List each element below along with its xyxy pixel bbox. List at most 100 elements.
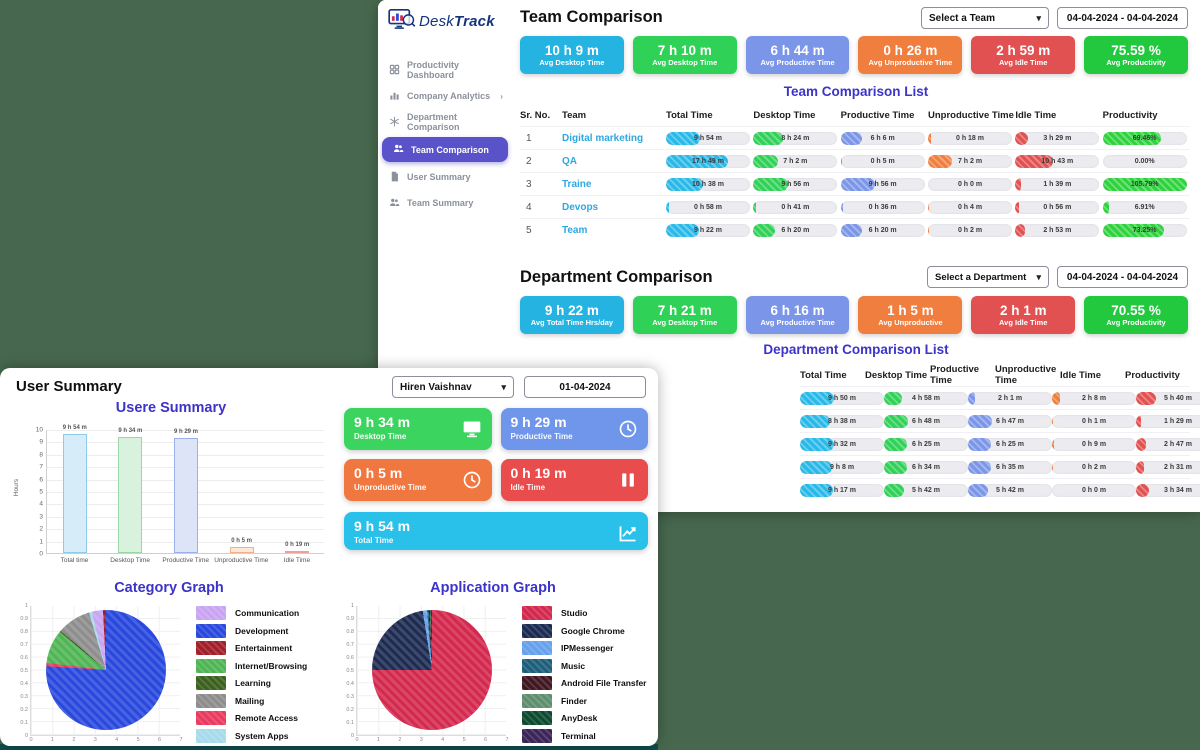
sidebar-item-team-summary[interactable]: Team Summary: [378, 190, 512, 216]
bar-value-label: 0 h 19 m: [285, 541, 310, 548]
team-name-link[interactable]: Traine: [562, 178, 592, 190]
stat-card-label: Avg Desktop Time: [652, 317, 718, 327]
pie-y-tick: 0.6: [20, 655, 28, 661]
pill-fill: [968, 414, 992, 428]
pill-value: 7 h 2 m: [957, 157, 983, 165]
legend-swatch: [522, 606, 552, 620]
team-name-link[interactable]: Devops: [562, 201, 599, 213]
pill-value: 8 h 24 m: [781, 134, 810, 142]
user-select[interactable]: Hiren Vaishnav ▾: [392, 376, 514, 398]
legend-swatch: [196, 676, 226, 690]
window-bottom-strip: [0, 744, 658, 750]
y-tick-label: 8: [39, 451, 43, 459]
legend-item: System Apps: [196, 728, 307, 743]
column-header: Productive Time: [930, 364, 980, 386]
pill-fill: [753, 223, 776, 237]
pill-value: 6 h 6 m: [870, 134, 895, 142]
progress-pill: 6 h 6 m: [840, 131, 925, 145]
legend-item: Music: [522, 658, 647, 673]
progress-pill: 2 h 47 m: [1136, 437, 1200, 451]
user-bar-chart: Usere Summary Hours 0 1 2 3 4 5 6 7 8 9 10 9 h 54 m…: [6, 400, 336, 576]
x-tick-label: Idle Time: [283, 557, 311, 564]
sidebar-item-team-comparison[interactable]: Team Comparison: [382, 137, 508, 162]
progress-pill: 9 h 54 m: [666, 131, 750, 145]
stat-card-label: Avg Productive Time: [760, 57, 835, 67]
pill-fill: [884, 437, 907, 451]
legend-swatch: [196, 606, 226, 620]
stat-card-value: 75.59 %: [1111, 42, 1161, 58]
legend-swatch: [196, 728, 226, 743]
sidebar-item-user-summary[interactable]: User Summary: [378, 164, 512, 190]
application-graph: Application Graph 0 0.1 0.2 0.3 0.4 0.5 0.6 0.7…: [332, 580, 654, 744]
chevron-down-icon: ▾: [1036, 271, 1041, 282]
legend-swatch: [522, 711, 552, 725]
bar-chart-plot: 0 1 2 3 4 5 6 7 8 9 10 9 h 54 m Total time 9 h 34 m De…: [36, 425, 324, 564]
team-select[interactable]: Select a Team ▾: [921, 7, 1049, 29]
legend-item: Learning: [196, 676, 307, 690]
pill-fill: [884, 460, 907, 474]
team-name-link[interactable]: Team: [562, 224, 588, 236]
table-row: 9 h 17 m5 h 42 m5 h 42 m0 h 0 m3 h 34 m6…: [800, 478, 1200, 501]
pill-fill: [753, 200, 756, 214]
sidebar-item-productivity-dashboard[interactable]: Productivity Dashboard: [378, 57, 512, 83]
row-sr-no: 2: [526, 155, 532, 167]
pill-fill: [928, 223, 929, 237]
pill-fill: [1015, 200, 1020, 214]
legend-item: Development: [196, 623, 307, 638]
table-row: 1 Digital marketing 9 h 54 m 8 h 24 m 6 h 6 …: [520, 126, 1190, 149]
stat-card: 2 h 1 m Avg Idle Time: [971, 296, 1076, 334]
pill-value: 0 h 0 m: [1081, 486, 1107, 494]
team-name-link[interactable]: Digital marketing: [562, 132, 644, 144]
category-legend: Communication Development Entertainment Int…: [196, 606, 307, 746]
progress-pill: 6 h 25 m: [884, 437, 968, 451]
team-date-range-input[interactable]: 04-04-2024 - 04-04-2024: [1057, 7, 1188, 29]
pie-y-tick: 1: [350, 603, 354, 609]
pill-fill: [968, 391, 975, 405]
sidebar-item-label: Team Comparison: [411, 144, 489, 155]
pill-fill: [968, 437, 991, 451]
user-stat-card: 0 h 5 m Unproductive Time: [344, 459, 492, 501]
pill-fill: [800, 483, 833, 497]
progress-pill: 0.00%: [1102, 154, 1187, 168]
column-header: Unproductive Time: [928, 109, 1014, 121]
pill-value: 9 h 56 m: [781, 180, 810, 188]
user-date-input[interactable]: 01-04-2024: [524, 376, 646, 398]
legend-label: Mailing: [235, 695, 265, 706]
progress-pill: 0 h 0 m: [1052, 483, 1136, 497]
team-comparison-title: Team Comparison: [520, 8, 663, 26]
pill-fill: [1136, 460, 1145, 474]
user-stat-card: 9 h 29 m Productive Time: [500, 408, 648, 450]
sidebar-item-company-analytics[interactable]: Company Analytics ›: [378, 83, 512, 109]
pill-value: 4 h 58 m: [911, 394, 940, 402]
pill-fill: [1052, 460, 1053, 474]
progress-pill: 10 h 38 m: [666, 177, 750, 191]
sidebar-item-department-comparison[interactable]: Department Comparison: [378, 109, 512, 135]
bar-value-label: 9 h 29 m: [173, 428, 198, 435]
progress-pill: 0 h 56 m: [1015, 200, 1100, 214]
row-sr-no: 3: [526, 178, 532, 190]
dept-date-range-input[interactable]: 04-04-2024 - 04-04-2024: [1057, 266, 1188, 288]
table-row: 9 h 32 m6 h 25 m6 h 25 m0 h 9 m2 h 47 m7…: [800, 432, 1200, 455]
pill-value: 2 h 53 m: [1043, 226, 1072, 234]
bar-chart-title: Usere Summary: [115, 400, 227, 416]
chevron-right-icon: ›: [500, 91, 503, 101]
application-graph-title: Application Graph: [430, 580, 556, 596]
progress-pill: 6 h 47 m: [968, 414, 1052, 428]
table-row: 9 h 8 m6 h 34 m6 h 35 m0 h 2 m2 h 31 m75…: [800, 455, 1200, 478]
pill-value: 73.25%: [1132, 226, 1157, 234]
team-name-link[interactable]: QA: [562, 155, 577, 167]
pill-value: 0 h 1 m: [1081, 417, 1107, 425]
bar: [173, 437, 198, 553]
progress-pill: 9 h 56 m: [840, 177, 925, 191]
department-select[interactable]: Select a Department ▾: [927, 266, 1049, 288]
pill-value: 6 h 25 m: [995, 440, 1024, 448]
column-header: Desktop Time: [865, 369, 928, 381]
pill-fill: [666, 177, 703, 191]
stat-card-label: Avg Desktop Time: [652, 57, 718, 67]
user-card-value: 9 h 54 m: [354, 518, 411, 534]
application-pie: [372, 610, 492, 730]
pie-x-tick: 6: [158, 737, 162, 743]
pill-value: 7 h 2 m: [783, 157, 808, 165]
pill-value: 9 h 22 m: [693, 226, 722, 234]
stat-card: 1 h 5 m Avg Unproductive: [858, 296, 963, 334]
